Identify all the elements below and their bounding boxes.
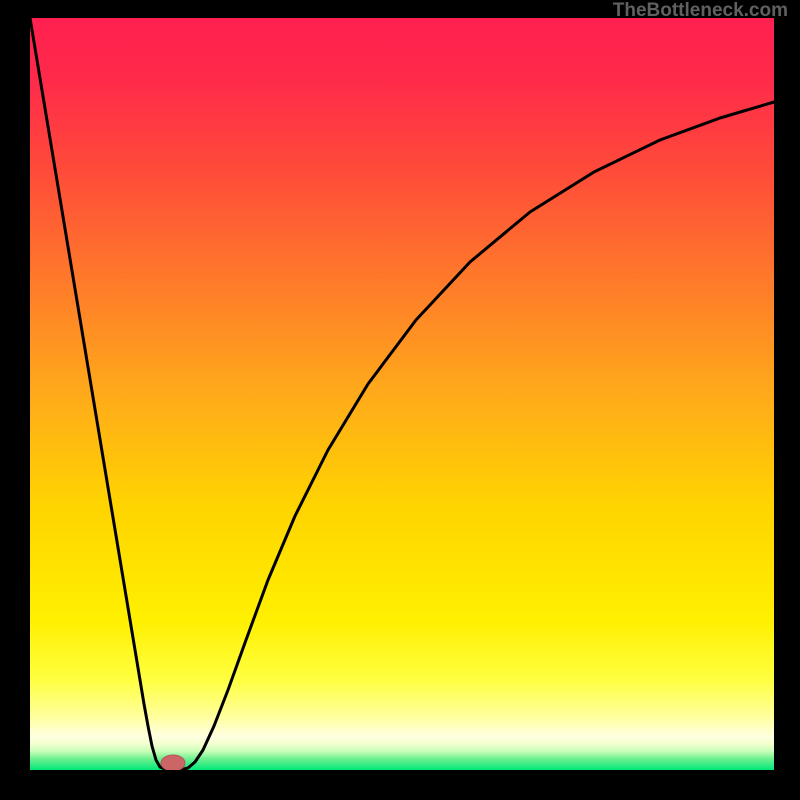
bottleneck-chart: TheBottleneck.com	[0, 0, 800, 800]
chart-border-frame	[0, 0, 800, 800]
watermark-text: TheBottleneck.com	[613, 0, 788, 22]
